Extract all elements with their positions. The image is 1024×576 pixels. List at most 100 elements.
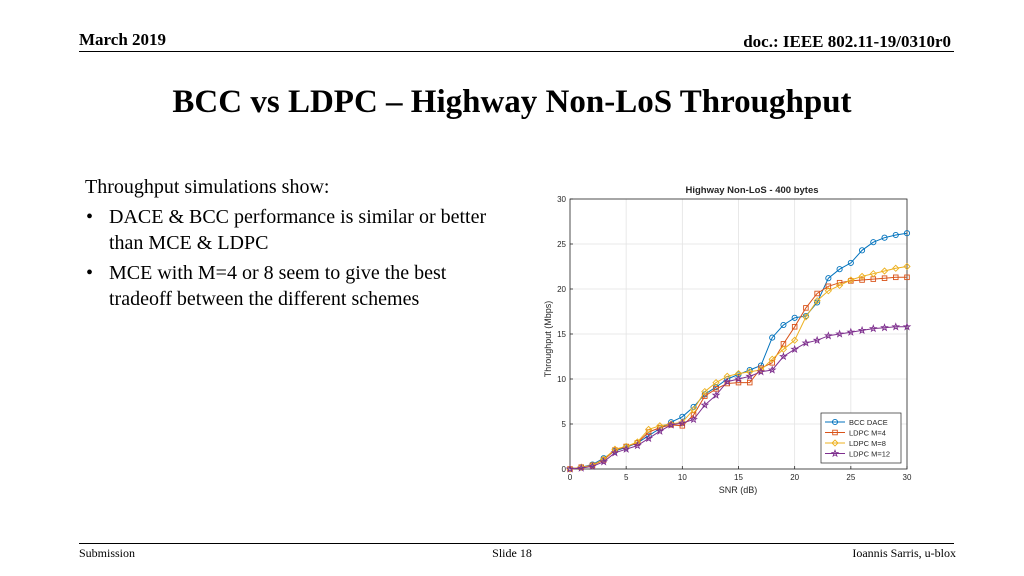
- legend-label: LDPC M=8: [849, 439, 886, 448]
- y-tick-label: 15: [557, 330, 566, 339]
- data-point: [667, 420, 675, 428]
- bullet-text: DACE & BCC performance is similar or bet…: [109, 206, 487, 254]
- x-tick-label: 5: [624, 473, 629, 482]
- chart-svg: 0 5 10 15 20 25 30 0 5 10 15 20 25 30 Highway Non-LoS…: [538, 180, 920, 500]
- legend-box: [820, 412, 902, 464]
- legend-marker: [830, 448, 840, 458]
- x-tick-label: 30: [903, 473, 912, 482]
- data-point: [801, 338, 811, 347]
- data-point: [880, 267, 889, 275]
- data-point: [836, 266, 843, 273]
- bullet-list: • DACE & BCC performance is similar or b…: [85, 204, 505, 312]
- header-date: March 2019: [79, 30, 167, 49]
- legend-label: LDPC M=12: [849, 450, 890, 459]
- data-point: [655, 426, 665, 435]
- data-point: [768, 355, 776, 363]
- data-point: [767, 365, 777, 374]
- data-point: [814, 290, 820, 297]
- data-point: [678, 418, 687, 427]
- data-point: [859, 277, 865, 283]
- legend-marker: [831, 439, 839, 447]
- chart-title: Highway Non-LoS - 400 bytes: [685, 185, 818, 196]
- data-point: [813, 297, 821, 305]
- data-point: [565, 464, 575, 473]
- data-point: [722, 377, 732, 386]
- data-point: [689, 414, 698, 424]
- data-point: [825, 275, 832, 282]
- y-tick-label: 5: [562, 420, 567, 429]
- data-point: [891, 322, 901, 331]
- x-tick-label: 20: [790, 473, 799, 482]
- data-point: [892, 264, 900, 272]
- footer-author: Ioannis Sarris, u-blox: [852, 546, 956, 560]
- data-point: [814, 299, 821, 306]
- data-point: [825, 283, 832, 290]
- bullet-dot-icon: •: [86, 262, 94, 284]
- data-point: [847, 276, 855, 284]
- body-text: Throughput simulations show: • DACE & BC…: [85, 174, 505, 316]
- header-doc-id: doc.: IEEE 802.11-19/0310r0: [743, 32, 951, 51]
- x-axis-label: SNR (dB): [719, 485, 758, 495]
- legend-marker: [832, 429, 838, 436]
- data-point: [734, 374, 743, 383]
- footer-slide-number: Slide 18: [492, 546, 532, 560]
- data-point: [870, 239, 877, 246]
- x-tick-label: 25: [846, 473, 855, 482]
- data-point: [689, 405, 698, 414]
- intro-text: Throughput simulations show:: [85, 176, 330, 198]
- data-point: [611, 445, 619, 453]
- data-point: [756, 367, 766, 376]
- data-point: [588, 461, 597, 470]
- data-point: [678, 418, 686, 426]
- y-tick-label: 25: [557, 240, 566, 249]
- data-point: [712, 378, 720, 387]
- y-tick-label: 0: [562, 465, 567, 474]
- legend-marker: [831, 418, 839, 426]
- data-point: [892, 231, 899, 239]
- data-point: [621, 444, 631, 453]
- data-point: [577, 463, 585, 471]
- data-point: [769, 360, 775, 366]
- x-tick-label: 0: [568, 473, 573, 482]
- data-point: [903, 262, 911, 271]
- data-point: [666, 420, 676, 429]
- data-point: [824, 287, 833, 295]
- data-point: [576, 463, 586, 472]
- slide-title: BCC vs LDPC – Highway Non-LoS Throughput: [172, 84, 852, 120]
- data-point: [791, 314, 798, 321]
- x-tick-label: 10: [678, 473, 687, 482]
- bullet-item: • DACE & BCC performance is similar or b…: [85, 204, 505, 256]
- footer-divider: [79, 543, 954, 544]
- data-point: [644, 425, 653, 434]
- data-point: [869, 270, 877, 278]
- y-tick-label: 30: [557, 195, 566, 204]
- bullet-item: • MCE with M=4 or 8 seem to give the bes…: [85, 260, 505, 312]
- throughput-chart: 0 5 10 15 20 25 30 0 5 10 15 20 25 30 Highway Non-LoS…: [538, 180, 920, 500]
- data-point: [745, 371, 755, 380]
- data-point: [904, 274, 910, 281]
- data-point: [835, 281, 844, 290]
- data-point: [881, 275, 888, 281]
- data-point: [769, 334, 776, 341]
- legend-label: LDPC M=4: [849, 429, 886, 438]
- y-axis-label: Throughput (Mbps): [543, 301, 553, 378]
- data-point: [880, 323, 889, 332]
- data-point: [633, 438, 642, 446]
- data-point: [610, 448, 620, 457]
- data-point: [599, 457, 609, 466]
- data-point: [858, 272, 866, 281]
- data-point: [790, 344, 799, 353]
- legend-label: BCC DACE: [849, 418, 888, 427]
- data-point: [902, 322, 912, 331]
- data-point: [859, 247, 866, 254]
- data-point: [803, 305, 809, 311]
- series-ldpc-m-12: [565, 322, 912, 473]
- data-point: [633, 441, 642, 450]
- data-point: [868, 324, 878, 333]
- chart-ticks: 0 5 10 15 20 25 30 0 5 10 15 20 25 30: [557, 195, 912, 482]
- data-point: [711, 390, 721, 399]
- data-point: [701, 387, 709, 396]
- series-line: [569, 326, 907, 470]
- data-point: [903, 230, 911, 237]
- data-point: [847, 259, 854, 266]
